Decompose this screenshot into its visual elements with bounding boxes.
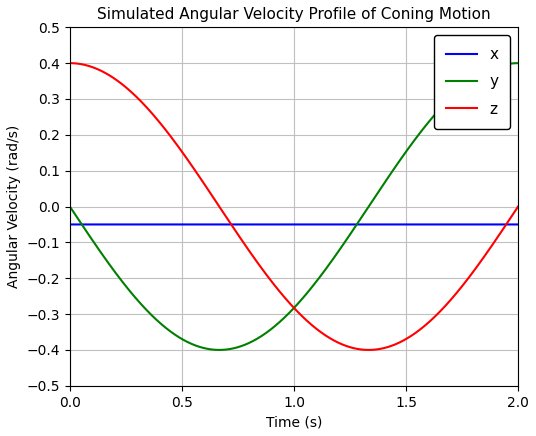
- x: [285, 222, 291, 227]
- z: [366, 347, 372, 353]
- z: [90, 65, 96, 70]
- x: [66, 222, 73, 227]
- z: [285, 299, 291, 304]
- x: [273, 222, 279, 227]
- y: [273, 323, 279, 328]
- z: [273, 284, 279, 290]
- y: [502, 62, 509, 67]
- Y-axis label: Angular Velocity (rad/s): Angular Velocity (rad/s): [7, 125, 21, 288]
- z: [502, 223, 509, 228]
- y: [420, 126, 426, 132]
- y: [515, 61, 522, 66]
- y: [502, 62, 508, 67]
- z: [420, 324, 426, 330]
- Line: y: y: [70, 63, 518, 350]
- x: [515, 222, 522, 227]
- Title: Simulated Angular Velocity Profile of Coning Motion: Simulated Angular Velocity Profile of Co…: [97, 7, 491, 22]
- x: [502, 222, 508, 227]
- x: [502, 222, 508, 227]
- z: [515, 204, 522, 209]
- x: [420, 222, 426, 227]
- Line: z: z: [70, 63, 518, 350]
- y: [216, 347, 222, 353]
- z: [502, 224, 508, 229]
- y: [66, 204, 73, 209]
- x: [90, 222, 96, 227]
- y: [90, 238, 96, 243]
- z: [66, 61, 73, 66]
- X-axis label: Time (s): Time (s): [266, 415, 322, 429]
- Legend: x, y, z: x, y, z: [434, 35, 510, 129]
- y: [285, 311, 291, 317]
